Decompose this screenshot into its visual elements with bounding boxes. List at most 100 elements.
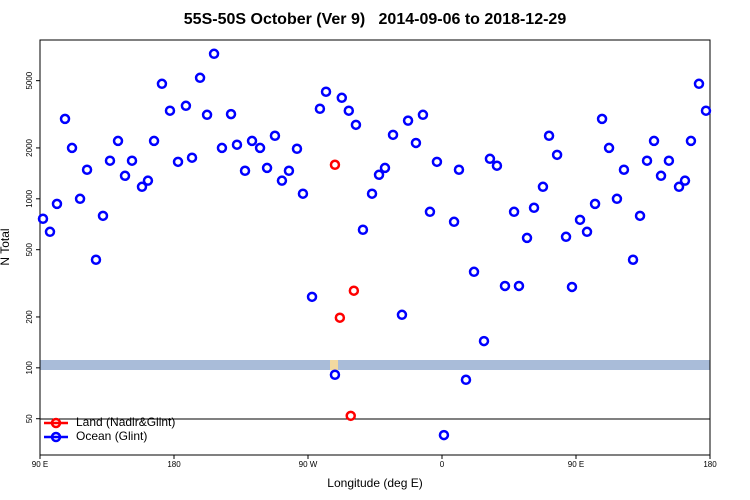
point: [97, 210, 109, 222]
point: [261, 162, 273, 174]
point: [164, 105, 176, 116]
point: [357, 224, 369, 236]
point: [618, 164, 630, 175]
point: [329, 159, 341, 171]
point: [581, 226, 593, 238]
point: [379, 162, 391, 174]
point: [603, 142, 615, 154]
x-tick-label: 0: [440, 460, 445, 469]
point: [239, 165, 251, 177]
point: [345, 410, 356, 422]
y-axis-label: N Total: [0, 228, 12, 265]
point: [648, 135, 660, 147]
point: [438, 429, 450, 441]
point: [44, 226, 56, 238]
point: [673, 181, 685, 193]
plot-frame: [39, 39, 711, 456]
point: [172, 156, 184, 168]
point: [66, 142, 78, 154]
point: [320, 86, 332, 97]
point: [366, 188, 378, 199]
point: [641, 155, 653, 166]
point: [297, 188, 309, 199]
y-tick-label: 1000: [25, 189, 34, 207]
point: [560, 231, 572, 243]
point: [448, 216, 460, 228]
point: [283, 165, 295, 177]
y-tick-label: 100: [25, 361, 34, 375]
point: [417, 109, 429, 121]
point: [528, 202, 540, 214]
x-tick-label: 180: [703, 460, 717, 469]
point: [136, 181, 148, 193]
point: [627, 254, 639, 265]
point: [336, 92, 348, 104]
x-tick-label: 180: [167, 460, 181, 469]
point: [269, 130, 281, 142]
point: [685, 135, 697, 147]
point: [246, 135, 258, 147]
x-tick-label: 90 E: [32, 460, 48, 469]
point: [453, 164, 465, 175]
legend-label: Ocean (Glint): [76, 429, 147, 443]
point: [396, 309, 408, 321]
point: [460, 374, 472, 386]
point: [254, 142, 266, 154]
point: [574, 214, 586, 226]
point: [216, 142, 228, 154]
point: [90, 254, 102, 265]
point: [373, 169, 385, 181]
point: [194, 72, 206, 84]
point: [350, 119, 362, 131]
point: [156, 78, 168, 90]
point: [700, 105, 712, 116]
x-tick-label: 90 E: [568, 460, 584, 469]
point: [424, 206, 436, 218]
point: [402, 115, 414, 126]
point: [104, 155, 116, 166]
point: [51, 198, 63, 210]
point: [387, 129, 399, 141]
point: [186, 152, 198, 163]
point: [611, 193, 623, 205]
legend-label: Land (Nadir&Glint): [76, 415, 175, 429]
point: [484, 153, 496, 165]
point: [537, 181, 549, 193]
point: [231, 139, 243, 150]
point: [543, 130, 555, 142]
point: [126, 155, 138, 166]
point: [589, 198, 601, 210]
x-tick-label: 90 W: [299, 460, 318, 469]
point: [314, 103, 326, 115]
point: [499, 280, 511, 292]
point: [513, 280, 525, 292]
point: [491, 160, 503, 171]
point: [410, 137, 422, 149]
point: [566, 281, 578, 293]
point: [634, 210, 646, 222]
point: [521, 232, 533, 244]
point: [508, 206, 520, 218]
point: [693, 78, 705, 90]
point: [468, 266, 480, 278]
point: [225, 108, 237, 120]
chart-title: 55S-50S October (Ver 9) 2014-09-06 to 20…: [184, 11, 567, 28]
point: [74, 193, 86, 205]
point: [142, 175, 154, 186]
band-highlight: [330, 360, 338, 370]
point: [37, 213, 49, 225]
point: [663, 155, 675, 166]
y-tick-label: 200: [25, 310, 34, 324]
point: [208, 48, 220, 60]
point: [291, 143, 303, 155]
legend-marker: [50, 431, 62, 443]
point: [119, 170, 131, 182]
point: [596, 113, 608, 125]
point: [478, 335, 490, 347]
y-tick-label: 500: [25, 242, 34, 256]
band: [40, 360, 710, 370]
point: [334, 312, 346, 323]
legend-marker: [50, 417, 62, 429]
point: [348, 285, 360, 296]
